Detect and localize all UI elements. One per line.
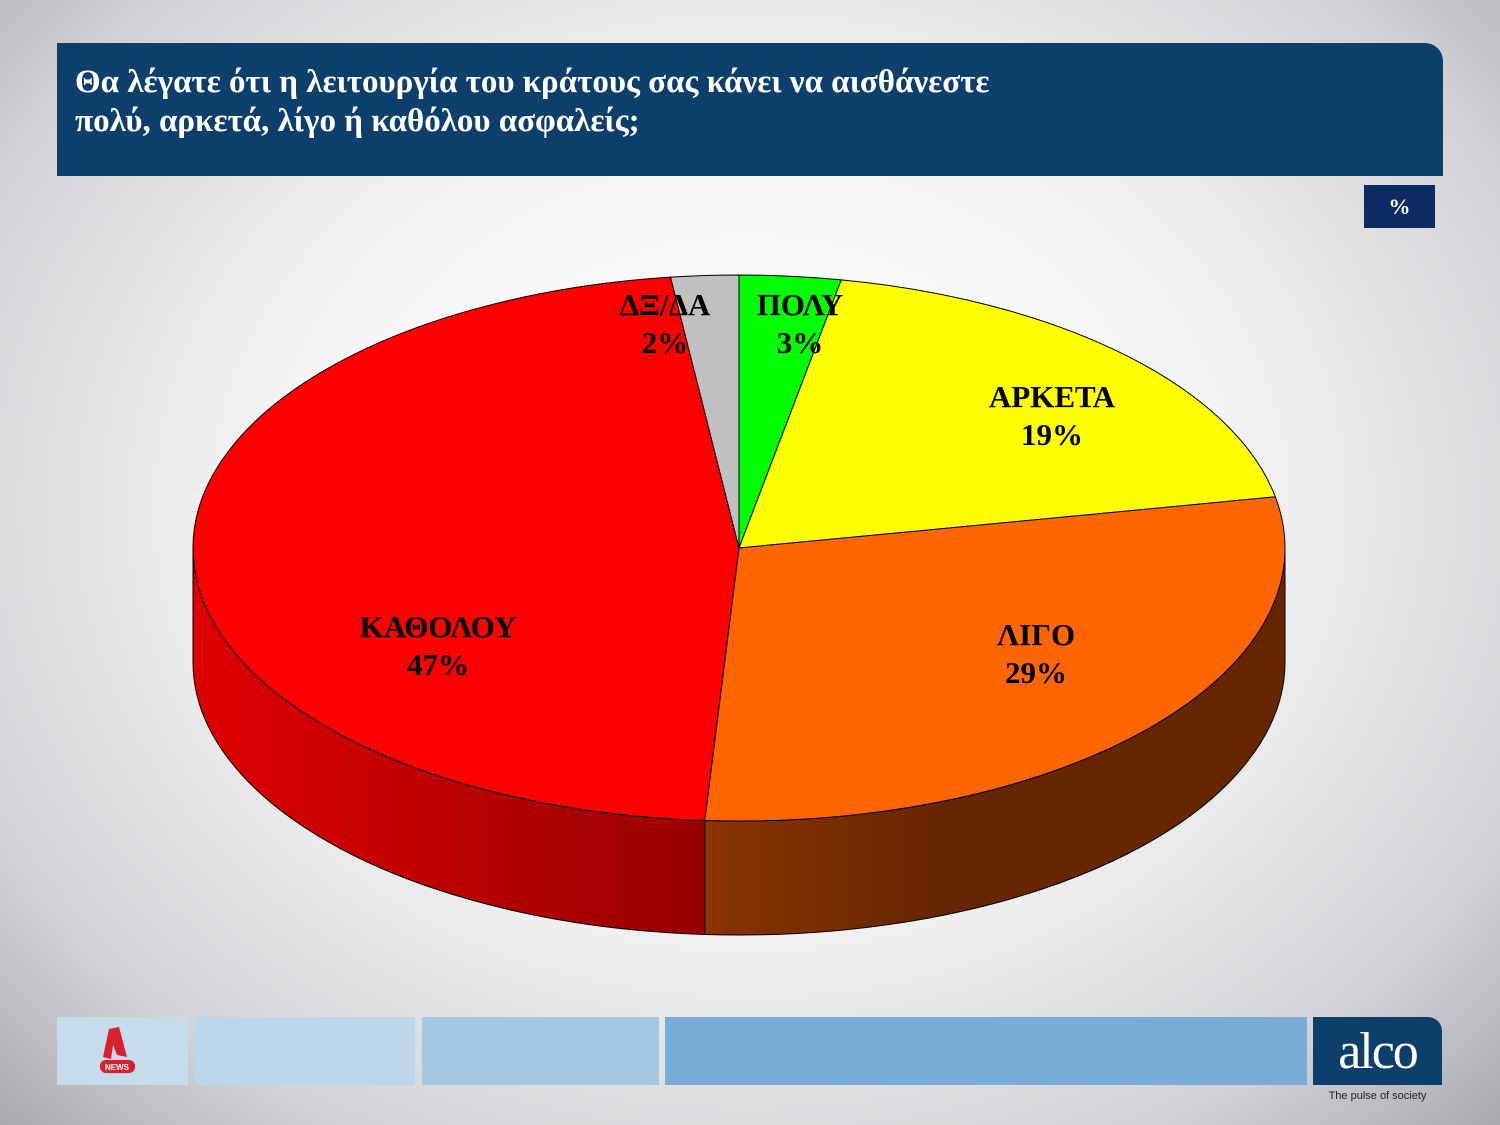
footer-bar-1 (195, 1017, 415, 1085)
slice-label: ΛΙΓΟ (997, 617, 1075, 652)
footer-bar-2 (422, 1017, 659, 1085)
chart-title: Θα λέγατε ότι η λειτουργία του κράτους σ… (75, 64, 990, 139)
alco-logo: alco (1313, 1017, 1442, 1085)
pie-slice-4 (669, 274, 740, 549)
pie-slice-1 (738, 279, 1277, 549)
slice-value: 3% (777, 325, 824, 360)
pie-slice-3 (192, 276, 740, 821)
slice-value: 29% (1005, 655, 1067, 690)
slice-value: 19% (1021, 417, 1083, 452)
svg-text:NEWS: NEWS (105, 1063, 130, 1072)
unit-badge: % (1364, 185, 1435, 228)
tagline: The pulse of society (1328, 1090, 1427, 1102)
pie-slice-2 (704, 496, 1286, 822)
slice-label: ΔΞ/ΔΑ (620, 287, 711, 322)
slice-label: ΠΟΛΥ (757, 287, 844, 322)
slice-value: 2% (642, 325, 689, 360)
footer-bar-3 (665, 1017, 1307, 1085)
slice-value: 47% (407, 647, 469, 682)
title-bar: Θα λέγατε ότι η λειτουργία του κράτους σ… (57, 43, 1443, 176)
alpha-news-logo: NEWS (57, 1017, 188, 1085)
slice-label: ΑΡΚΕΤΑ (989, 379, 1116, 414)
slice-label: ΚΑΘΟΛΟΥ (360, 609, 517, 644)
